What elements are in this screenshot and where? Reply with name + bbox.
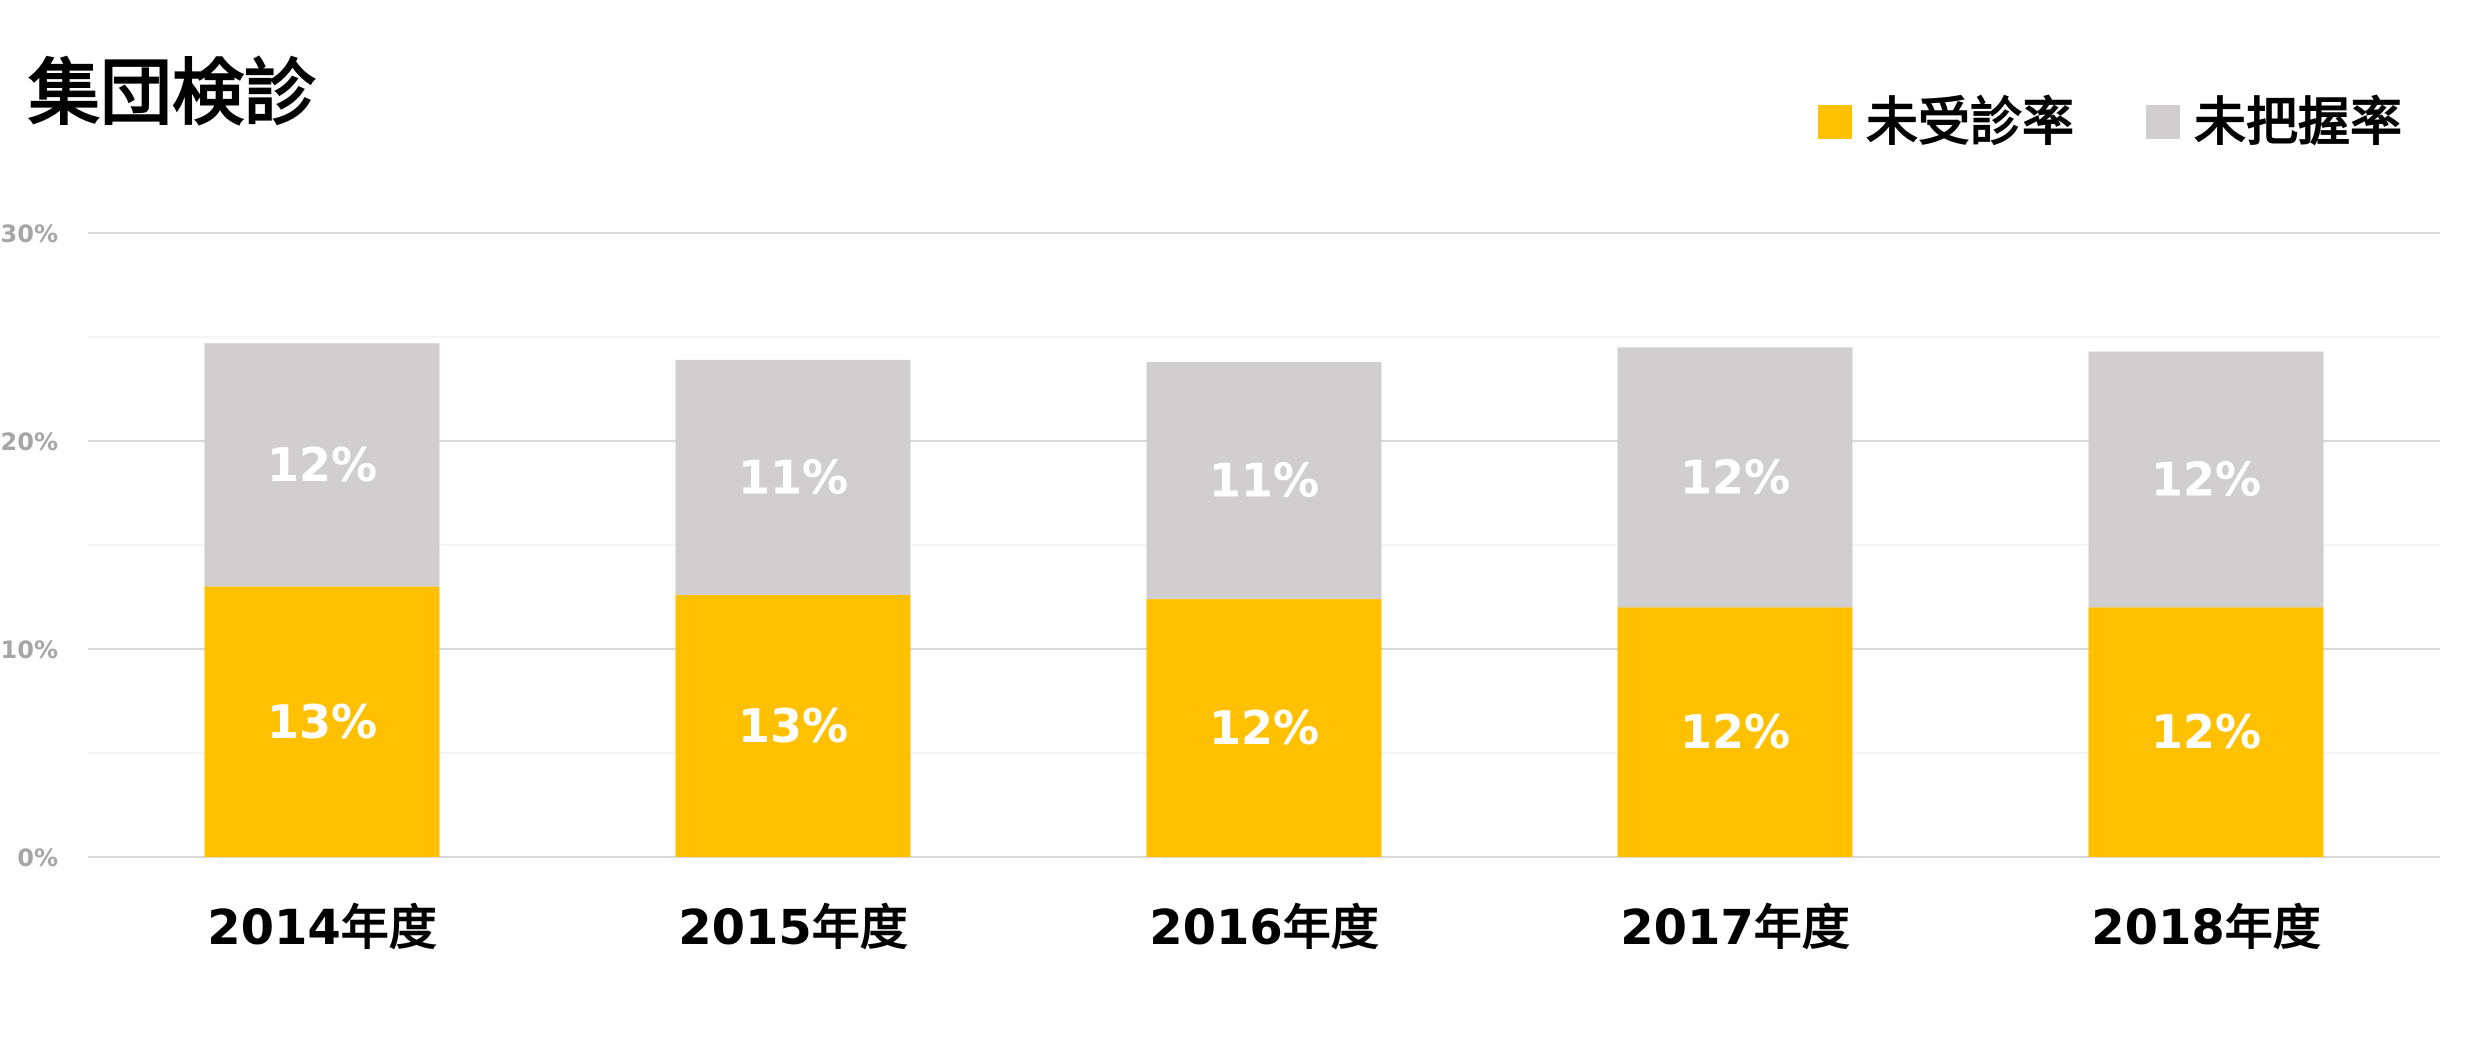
- data-label: 13%: [738, 699, 848, 753]
- data-label: 12%: [267, 438, 377, 492]
- y-tick-label: 10%: [1, 636, 58, 664]
- data-label: 12%: [1680, 705, 1790, 759]
- legend-swatch-unexamined: [1818, 105, 1852, 139]
- data-label: 12%: [1680, 450, 1790, 504]
- legend-label-unknown: 未把握率: [2194, 93, 2402, 153]
- data-label: 12%: [2151, 452, 2261, 506]
- x-tick-label: 2017年度: [1620, 900, 1850, 956]
- bar-segment-unexamined: [1617, 607, 1853, 857]
- bars: [204, 343, 2324, 857]
- y-tick-label: 30%: [1, 220, 58, 248]
- bar-segment-unexamined: [204, 586, 440, 857]
- x-tick-label: 2018年度: [2091, 900, 2321, 956]
- bar-segment-unknown: [1617, 347, 1853, 608]
- legend: 未受診率 未把握率: [1818, 93, 2402, 153]
- bar-segment-unknown: [204, 343, 440, 587]
- chart-title: 集団検診: [27, 51, 317, 135]
- x-tick-label: 2014年度: [207, 900, 437, 956]
- y-tick-label: 0%: [17, 844, 58, 872]
- x-axis: 2014年度 2015年度 2016年度 2017年度 2018年度: [207, 900, 2321, 956]
- data-label: 12%: [1209, 701, 1319, 755]
- data-label: 13%: [267, 695, 377, 749]
- data-labels: 13% 12% 13% 11% 12% 11% 12% 12% 12% 12%: [267, 438, 2261, 759]
- bar-segment-unknown: [1146, 361, 1382, 600]
- x-tick-label: 2015年度: [678, 900, 908, 956]
- data-label: 12%: [2151, 705, 2261, 759]
- bar-segment-unexamined: [675, 594, 911, 857]
- bar-segment-unexamined: [1146, 599, 1382, 857]
- bar-segment-unexamined: [2088, 607, 2324, 857]
- data-label: 11%: [1209, 454, 1319, 508]
- data-label: 11%: [738, 450, 848, 504]
- bar-segment-unknown: [675, 359, 911, 595]
- legend-label-unexamined: 未受診率: [1866, 93, 2074, 153]
- y-axis: 0% 10% 20% 30%: [1, 220, 58, 872]
- legend-swatch-unknown: [2146, 105, 2180, 139]
- y-tick-label: 20%: [1, 428, 58, 456]
- bar-segment-unknown: [2088, 351, 2324, 608]
- x-tick-label: 2016年度: [1149, 900, 1379, 956]
